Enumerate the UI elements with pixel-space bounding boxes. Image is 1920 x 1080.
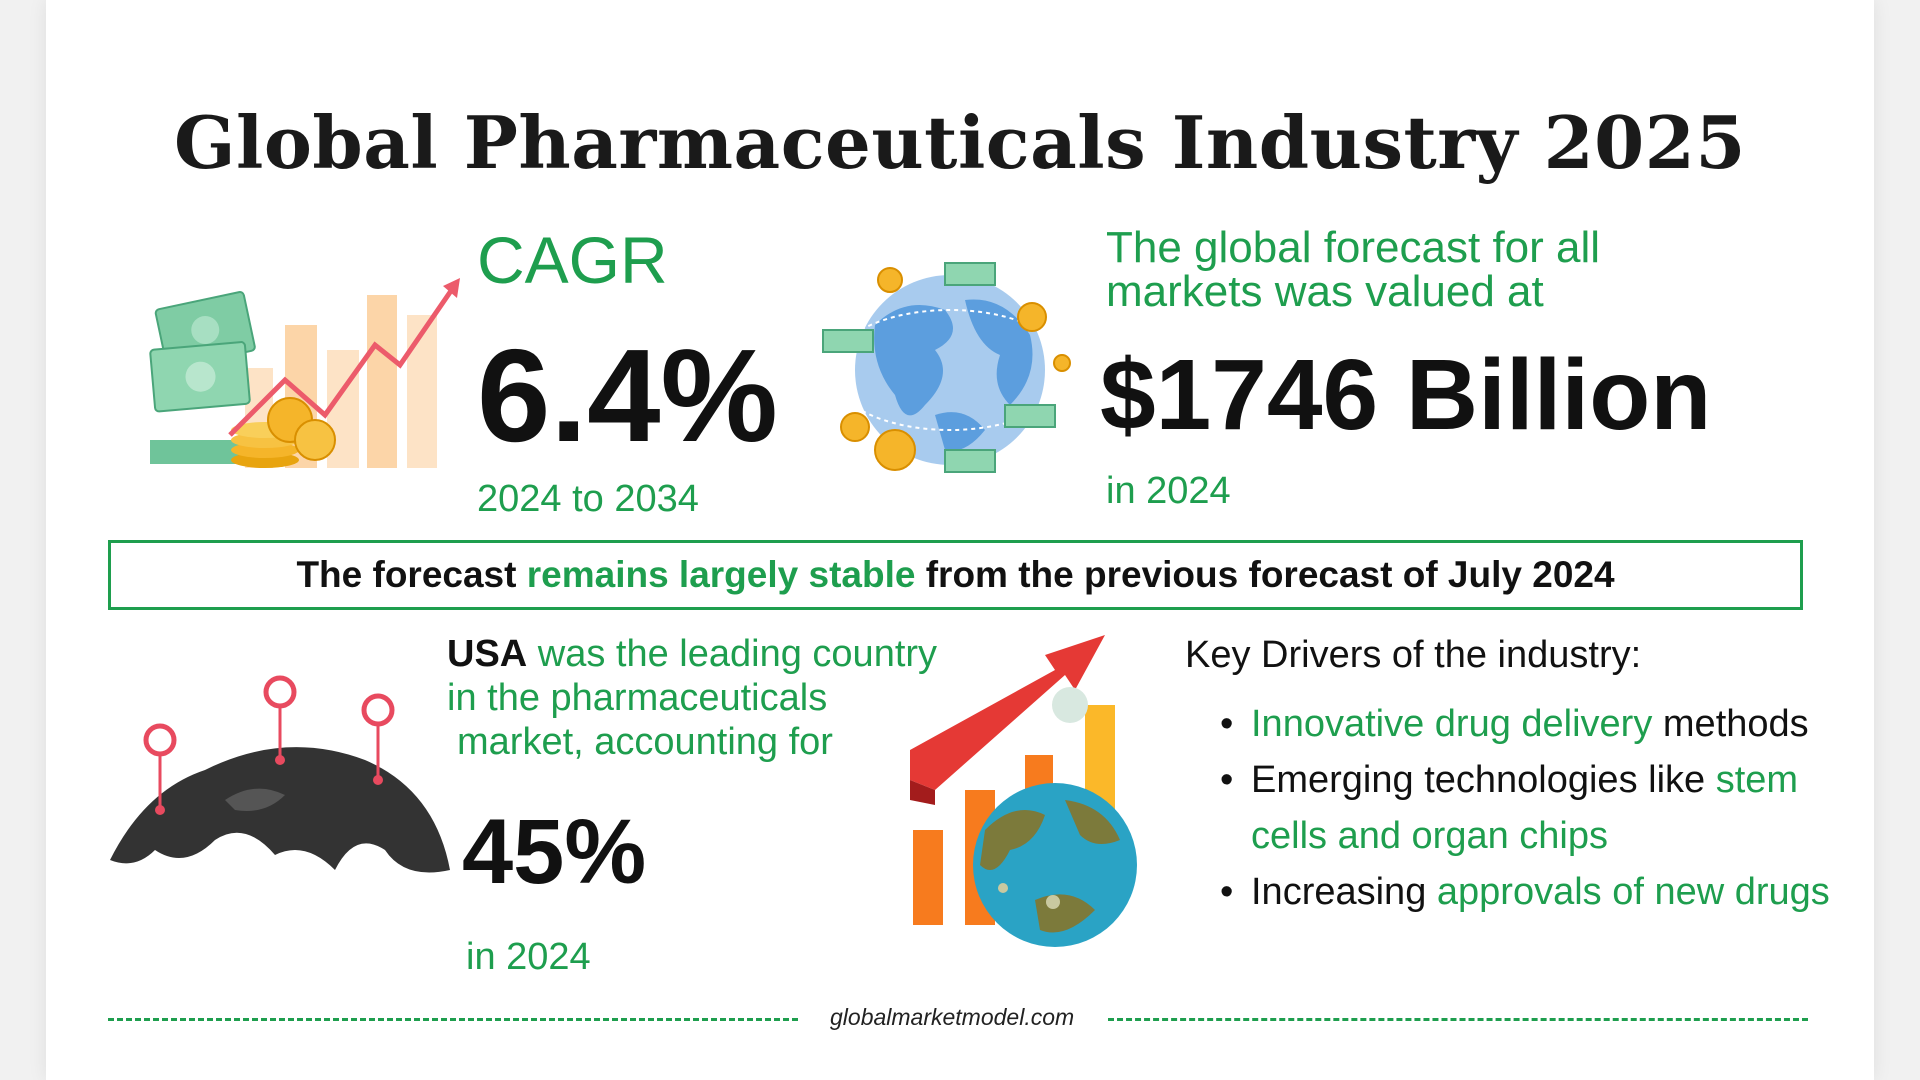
driver-item-text: methods xyxy=(1652,703,1809,745)
drivers-list: Innovative drug delivery methods Emergin… xyxy=(1220,696,1870,920)
stability-banner: The forecast remains largely stable from… xyxy=(108,540,1803,610)
drivers-heading: Key Drivers of the industry: xyxy=(1185,634,1642,676)
driver-item-text: Emerging technologies like xyxy=(1251,759,1716,801)
money-growth-icon xyxy=(149,278,460,468)
driver-item: Innovative drug delivery methods xyxy=(1220,696,1870,752)
usa-country: USA xyxy=(447,633,528,675)
usa-description-line1-rest: was the leading country xyxy=(527,633,938,675)
growth-globe-icon xyxy=(910,635,1137,947)
world-pins-icon xyxy=(110,675,450,873)
footer-divider-right xyxy=(1108,1018,1808,1021)
page-title: Global Pharmaceuticals Industry 2025 xyxy=(174,100,1746,185)
driver-item-highlight: stem cells and organ chips xyxy=(1251,759,1799,857)
banner-text-part3: from the previous forecast of July 2024 xyxy=(915,554,1615,595)
banner-text-part1: The forecast xyxy=(296,554,527,595)
usa-description-line3: market, accounting for xyxy=(457,721,833,763)
driver-item: Emerging technologies like stem cells an… xyxy=(1220,752,1870,864)
forecast-value: $1746 Billion xyxy=(1100,339,1712,451)
cagr-period: 2024 to 2034 xyxy=(477,478,699,520)
forecast-year: in 2024 xyxy=(1106,470,1231,512)
footer-divider-left xyxy=(108,1018,798,1021)
globe-money-icon xyxy=(822,262,1071,473)
driver-item: Increasing approvals of new drugs xyxy=(1220,864,1870,920)
forecast-description: The global forecast for all markets was … xyxy=(1106,226,1746,314)
footer-site: globalmarketmodel.com xyxy=(830,1004,1075,1030)
driver-item-highlight: Innovative drug delivery xyxy=(1251,703,1653,745)
usa-year: in 2024 xyxy=(466,936,591,978)
usa-description-line2: in the pharmaceuticals xyxy=(447,677,828,719)
driver-item-highlight: approvals of new drugs xyxy=(1436,871,1830,913)
forecast-description-line2: markets was valued at xyxy=(1106,267,1544,316)
usa-description-line1: USA was the leading country xyxy=(447,632,987,676)
driver-item-text: Increasing xyxy=(1251,871,1437,913)
cagr-value: 6.4% xyxy=(477,322,778,469)
forecast-description-line1: The global forecast for all xyxy=(1106,223,1601,272)
usa-share-value: 45% xyxy=(462,801,647,903)
cagr-label: CAGR xyxy=(477,223,668,297)
banner-text-highlight: remains largely stable xyxy=(526,554,916,595)
usa-description: USA was the leading country in the pharm… xyxy=(447,632,987,764)
